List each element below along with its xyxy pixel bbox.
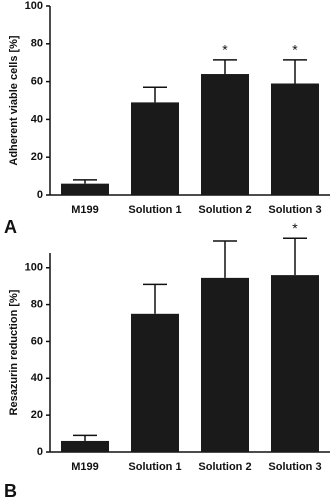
x-tick-label: Solution 1 <box>128 204 181 216</box>
y-tick-label: 100 <box>25 0 43 12</box>
bar <box>131 313 179 452</box>
x-tick-label: Solution 1 <box>128 461 181 473</box>
y-tick-label: 20 <box>31 409 43 421</box>
y-tick-label: 60 <box>31 335 43 347</box>
y-tick-label: 20 <box>31 151 43 163</box>
x-tick-label: Solution 2 <box>198 204 251 216</box>
x-tick-label: Solution 2 <box>198 461 251 473</box>
y-tick-label: 60 <box>31 76 43 88</box>
y-axis-label: Adherent viable cells [%] <box>8 35 20 166</box>
y-tick-label: 0 <box>37 446 43 458</box>
y-tick-label: 0 <box>37 189 43 201</box>
y-axis-label: Resazurin reduction [%] <box>8 289 20 415</box>
y-tick-label: 40 <box>31 372 43 384</box>
bar <box>271 275 319 452</box>
y-tick-label: 40 <box>31 113 43 125</box>
bar <box>61 183 109 195</box>
y-tick-label: 80 <box>31 298 43 310</box>
bar <box>201 74 249 195</box>
bar <box>201 277 249 452</box>
bar <box>131 102 179 195</box>
bar <box>61 440 109 452</box>
significance-mark: * <box>222 42 228 58</box>
significance-mark: * <box>292 220 298 236</box>
panel-label: B <box>4 481 17 500</box>
significance-mark: * <box>292 42 298 58</box>
x-tick-label: Solution 3 <box>268 204 321 216</box>
panel-label: A <box>4 217 17 237</box>
y-tick-label: 100 <box>25 262 43 274</box>
x-tick-label: Solution 3 <box>268 461 321 473</box>
x-tick-label: M199 <box>71 204 99 216</box>
bar <box>271 83 319 195</box>
y-tick-label: 80 <box>31 38 43 50</box>
x-tick-label: M199 <box>71 461 99 473</box>
